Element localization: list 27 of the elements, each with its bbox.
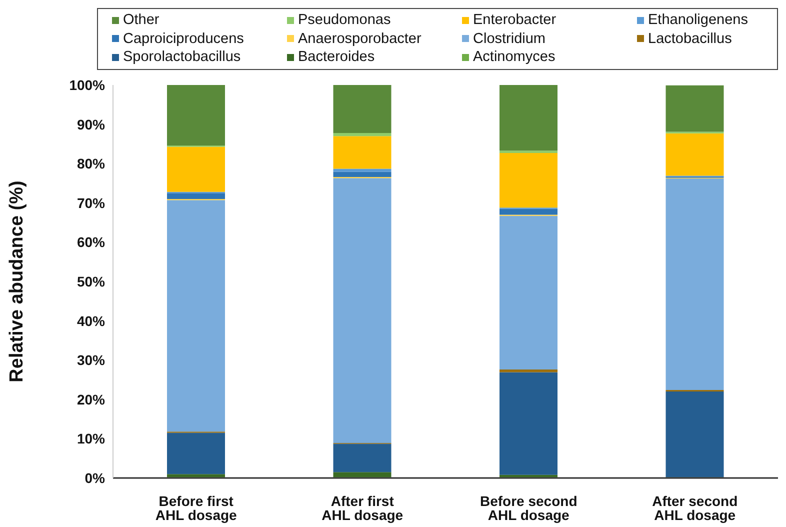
y-tick-label: 10% [76,430,106,446]
x-tick-label: Before first AHL dosage [155,492,238,522]
y-tick-label: 60% [76,234,106,250]
y-tick-label: 20% [76,390,106,407]
y-tick-label: 100% [69,76,106,92]
legend-label: Pseudomonas [298,11,391,30]
legend-label: Enterobacter [473,11,556,30]
y-tick-label: 50% [76,272,106,289]
legend-label: Clostridium [473,30,546,48]
legend-label: Ethanoligenens [648,11,748,30]
legend-label: Actinomyces [473,48,556,66]
y-tick-label: 30% [76,352,106,368]
y-tick-label: 80% [76,155,106,172]
legend-label: Caproiciproducens [123,30,244,48]
x-tick-label: After second AHL dosage [652,492,738,522]
y-tick-label: 90% [76,116,106,132]
y-tick-label: 0% [84,469,106,486]
y-axis-title: Relative abudance (%) [6,180,28,382]
x-tick-label: After first AHL dosage [322,492,404,522]
legend-label: Lactobacillus [648,30,732,48]
legend-label: Sporolactobacillus [123,48,241,66]
legend-label: Bacteroides [298,48,375,66]
y-tick-label: 40% [76,312,106,328]
legend-label: Anaerosporobacter [298,30,422,48]
x-tick-label: Before second AHL dosage [480,492,578,522]
y-tick-label: 70% [76,194,106,210]
legend-label: Other [123,11,160,30]
